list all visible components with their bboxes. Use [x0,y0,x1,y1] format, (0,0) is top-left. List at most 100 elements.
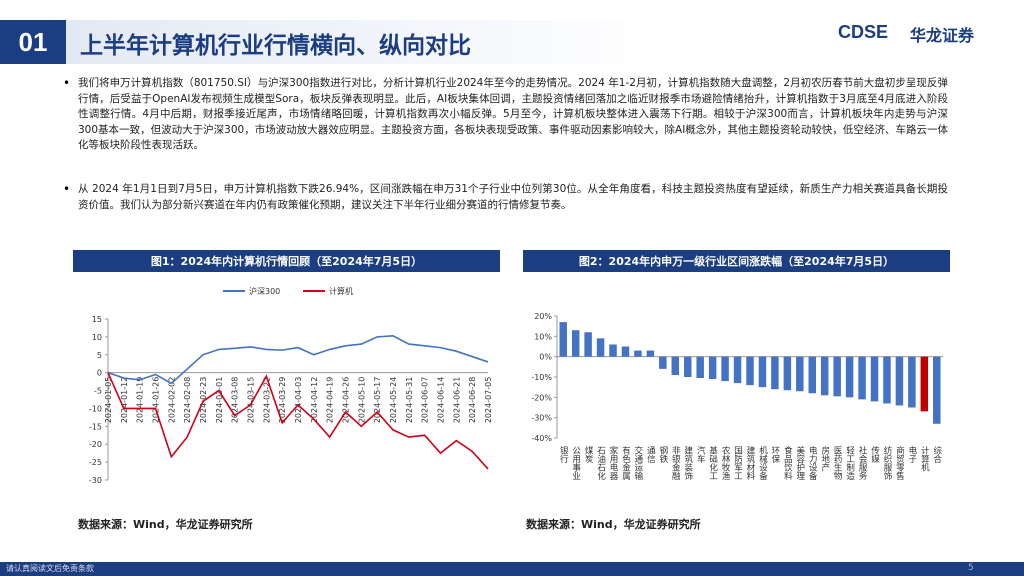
x-tick-label: 社会服务 [857,445,867,481]
x-tick-label: 国防军工 [733,446,743,480]
bar [733,356,742,384]
slide-title: 上半年计算机行业行情横向、纵向对比 [80,33,471,59]
source: 数据来源：Wind，华龙证券研究所 [526,518,701,531]
x-tick-label: 2024-01-05 [104,377,113,424]
y-tick-label: -25 [89,458,102,467]
x-tick-label: 交通运输 [633,445,643,481]
x-tick-label: 2024-01-19 [136,377,145,424]
x-tick-label: 2024-02-08 [183,377,192,424]
bar [571,330,580,357]
x-tick-label: 石油石化 [596,446,606,481]
chart-title: 图1：2024年内计算机行情回顾（至2024年7月5日） [73,250,500,272]
x-tick-label: 2024-01-26 [152,377,161,424]
bar [808,356,816,394]
bar [895,356,904,406]
x-tick-label: 农林牧渔 [720,445,730,480]
x-tick-label: 2024-03-08 [231,377,240,424]
x-tick-label: 2024-05-10 [357,377,366,424]
x-tick-label: 综合 [932,445,942,464]
x-tick-label: 2024-06-07 [421,377,430,424]
x-tick-label: 公用事业 [571,446,581,480]
bullet-text: 我们将申万计算机指数（801750.SI）与沪深300指数进行对比，分析计算机行… [78,77,948,151]
bar [845,356,854,398]
x-tick-label: 2024-05-31 [405,377,414,424]
bar [870,356,879,402]
bar [883,356,891,404]
x-tick-label: 2024-03-01 [215,377,224,424]
y-tick-label: -15 [89,422,102,431]
logo-name: 华龙证券 [910,26,975,45]
title-bar [66,20,666,64]
bar [721,356,729,382]
section-number: 01 [0,20,66,64]
y-tick-label: -20% [531,393,552,402]
x-tick-label: 2024-05-17 [373,377,382,424]
x-tick-label: 2024-06-21 [452,377,461,424]
y-tick-label: 20% [534,312,552,321]
footer-bar [0,562,1024,576]
y-tick-label: -30% [531,414,552,423]
x-tick-label: 2024-03-15 [247,377,256,424]
bar [559,322,567,357]
x-tick-label: 通信 [645,445,655,464]
x-tick-label: 商贸零售 [894,445,904,481]
x-tick-label: 基础化工 [708,445,718,480]
y-tick-label: -40% [531,434,552,443]
bar [746,356,754,386]
bar-chart: 20% 10% 0% -10% -20% -30% -40% 银行 公用事业 煤炭 石油石化 家用电器… [531,312,943,481]
x-tick-label: 2024-06-14 [437,377,446,424]
x-tick-label: 建筑装饰 [683,445,693,481]
bar [696,356,704,379]
x-tick-label: 2024-03-22 [262,377,271,424]
y-tick-label: 10% [534,332,552,341]
line-chart: 15 10 5 0 -5 -10 -15 -20 -25 -30 2024-01-05 2024-01… [89,286,493,485]
x-tick-label: 传媒 [870,445,880,464]
x-tick-label: 2024-02-02 [167,377,176,424]
y-tick-label: 10 [92,333,102,342]
y-tick-label: -5 [94,387,102,396]
bullet-text: 从 2024 年1月1日到7月5日，申万计算机指数下跌26.94%，区间涨跌幅在… [78,183,948,211]
y-tick-label: -10% [531,373,552,382]
x-tick-label: 2024-07-05 [484,377,493,424]
series-line [107,372,489,470]
bar [684,356,692,377]
x-tick-label: 2024-04-19 [326,377,335,424]
x-tick-label: 钢铁 [658,445,668,464]
y-tick-label: 5 [97,351,102,360]
chart-title: 图2：2024年内申万一级行业区间涨跌幅（至2024年7月5日） [523,250,950,272]
bullet-dot: • [63,182,71,196]
bar [796,356,804,392]
x-tick-label: 2024-06-28 [468,377,477,424]
y-tick-label: -10 [89,404,102,413]
bar [783,356,792,391]
x-tick-label: 电子 [907,445,917,463]
x-tick-label: 环保 [770,446,780,464]
x-tick-label: 建筑材料 [745,445,755,481]
bar [646,350,655,357]
x-tick-label: 医药生物 [832,446,842,481]
bar [920,356,929,412]
x-tick-label: 汽车 [695,445,705,464]
legend-label: 沪深300 [249,286,280,296]
x-tick-label: 机械设备 [757,445,767,481]
disclaimer: 请认真阅读文后免责条款 [6,564,94,573]
x-tick-label: 美容护理 [795,445,805,480]
x-tick-label: 纺织服饰 [882,445,892,481]
x-tick-label: 轻工制造 [845,445,855,481]
y-tick-label: -20 [89,440,102,449]
x-tick-label: 2024-04-12 [310,377,319,424]
x-tick-label: 2024-01-12 [120,377,129,424]
x-tick-label: 计算机 [919,445,929,472]
bar [634,350,642,357]
y-tick-label: -30 [89,476,102,485]
legend-label: 计算机 [329,286,353,296]
bar [671,356,680,375]
x-tick-label: 非银金融 [670,445,680,481]
bar [659,356,667,369]
bar [708,356,717,380]
y-tick-label: 0% [539,353,552,362]
x-tick-label: 家用电器 [608,445,618,481]
bar [584,332,592,357]
x-tick-label: 2024-04-26 [342,377,351,424]
